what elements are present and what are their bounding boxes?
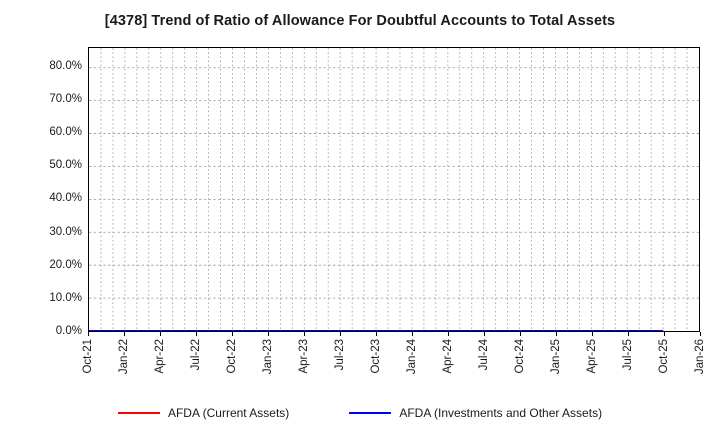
x-tick-mark (700, 332, 701, 336)
y-tick-label: 20.0% (49, 258, 82, 271)
x-tick-mark (88, 332, 89, 336)
x-tick-label-text: Jul-25 (622, 339, 634, 371)
x-tick-mark (484, 332, 485, 336)
x-tick-mark (160, 332, 161, 336)
chart-title: [4378] Trend of Ratio of Allowance For D… (104, 13, 616, 29)
x-tick-mark (448, 332, 449, 336)
x-tick-label-text: Jan-26 (694, 339, 706, 375)
x-tick-mark (196, 332, 197, 336)
legend-label: AFDA (Current Assets) (167, 406, 290, 420)
series-lines (89, 48, 699, 331)
x-tick-label-text: Oct-22 (226, 339, 238, 374)
x-tick-label-text: Oct-21 (82, 339, 94, 374)
legend-color-swatch (349, 411, 392, 415)
x-tick-mark (232, 332, 233, 336)
x-tick-mark (304, 332, 305, 336)
x-tick-label-text: Oct-24 (514, 339, 526, 374)
x-tick-label-text: Oct-23 (370, 339, 382, 374)
x-tick-label-text: Jan-22 (118, 339, 130, 375)
grid-lines (89, 48, 699, 331)
x-tick-mark (556, 332, 557, 336)
x-tick-mark (124, 332, 125, 336)
x-tick-label-text: Jul-23 (334, 339, 346, 371)
x-tick-mark (520, 332, 521, 336)
x-tick-label-text: Apr-24 (442, 339, 454, 374)
x-tick-mark (664, 332, 665, 336)
y-tick-label: 50.0% (49, 159, 82, 172)
x-tick-label-text: Apr-25 (586, 339, 598, 374)
legend-entry[interactable]: AFDA (Investments and Other Assets) (349, 406, 602, 420)
x-tick-mark (376, 332, 377, 336)
y-tick-label: 70.0% (49, 93, 82, 106)
x-tick-mark (412, 332, 413, 336)
x-tick-label-text: Jul-22 (190, 339, 202, 371)
y-axis: 0.0% 10.0% 20.0% 30.0% 40.0% 50.0% 60.0% 70.0% 8… (0, 0, 82, 440)
x-axis: Oct-21 Jan-22 Apr-22 Jul-22 Oct-22 Jan-23 Apr-… (82, 332, 706, 402)
x-tick-label-text: Oct-25 (658, 339, 670, 374)
x-tick-label-text: Jul-24 (478, 339, 490, 371)
y-tick-label: 60.0% (49, 126, 82, 139)
x-tick-mark (268, 332, 269, 336)
x-tick-label-text: Jan-25 (550, 339, 562, 375)
x-tick-mark (628, 332, 629, 336)
x-tick-label-text: Jan-23 (262, 339, 274, 375)
legend-entry[interactable]: AFDA (Current Assets) (117, 406, 290, 420)
legend-label: AFDA (Investments and Other Assets) (399, 406, 603, 420)
x-tick-label-text: Jan-24 (406, 339, 418, 375)
x-tick-mark (592, 332, 593, 336)
x-tick-label-text: Apr-22 (154, 339, 166, 374)
y-tick-label: 0.0% (55, 325, 82, 337)
y-tick-label: 30.0% (49, 225, 82, 238)
x-tick-mark (340, 332, 341, 336)
plot-area (88, 47, 700, 332)
y-tick-label: 80.0% (49, 59, 82, 72)
y-tick-label: 40.0% (49, 192, 82, 205)
y-tick-label: 10.0% (49, 291, 82, 304)
legend-color-swatch (117, 411, 160, 415)
x-tick-label-text: Apr-23 (298, 339, 310, 374)
chart-legend: AFDA (Current Assets) AFDA (Investments a… (0, 406, 720, 420)
